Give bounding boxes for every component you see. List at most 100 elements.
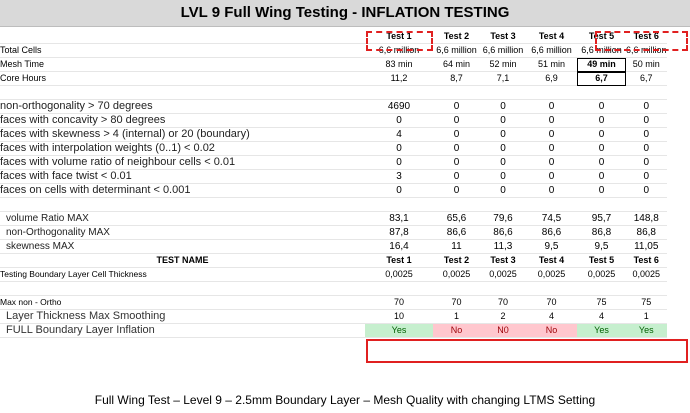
cell: 148,8 — [626, 211, 667, 226]
cell: 0 — [433, 127, 480, 142]
row-label: faces on cells with determinant < 0.001 — [0, 183, 365, 198]
test-header: Test 3 — [480, 30, 526, 44]
row-label: Mesh Time — [0, 57, 365, 72]
cell: 83 min — [365, 57, 433, 72]
cell: 0 — [577, 183, 626, 198]
cell: 4 — [577, 309, 626, 324]
highlight-smoothing-row — [366, 339, 688, 363]
cell: 75 — [626, 295, 667, 310]
cell: 70 — [433, 295, 480, 310]
cell: 0,0025 — [365, 267, 433, 282]
cell: 0 — [365, 113, 433, 128]
row-label: Core Hours — [0, 71, 365, 86]
test-header: Test 3 — [480, 253, 526, 268]
table-row: non-orthogonality > 70 degrees 4690 0 0 … — [0, 99, 667, 114]
test-header: Test 4 — [526, 253, 577, 268]
cell: 0 — [526, 113, 577, 128]
cell: 70 — [526, 295, 577, 310]
cell: 75 — [577, 295, 626, 310]
cell: 74,5 — [526, 211, 577, 226]
cell: 86,6 — [480, 225, 526, 240]
cell: 0,0025 — [480, 267, 526, 282]
cell: 0 — [626, 113, 667, 128]
cell: 4 — [365, 127, 433, 142]
cell: 0 — [365, 183, 433, 198]
spacer-row — [0, 85, 667, 100]
row-label: Layer Thickness Max Smoothing — [0, 309, 365, 324]
row-label: Max non - Ortho — [0, 295, 365, 310]
status-cell: Yes — [365, 323, 433, 338]
sheet-title: LVL 9 Full Wing Testing - INFLATION TEST… — [0, 0, 690, 27]
spacer-row — [0, 197, 667, 212]
cell: 50 min — [626, 57, 667, 72]
cell: 11,3 — [480, 239, 526, 254]
cell: 0 — [577, 169, 626, 184]
table-row: faces with skewness > 4 (internal) or 20… — [0, 127, 667, 142]
cell: 0 — [626, 155, 667, 170]
row-label: faces with interpolation weights (0..1) … — [0, 141, 365, 156]
cell: 64 min — [433, 57, 480, 72]
cell: 0,0025 — [526, 267, 577, 282]
cell: 95,7 — [577, 211, 626, 226]
cell: 2 — [480, 309, 526, 324]
cell: 0 — [526, 155, 577, 170]
table-row: Mesh Time 83 min 64 min 52 min 51 min 49… — [0, 57, 667, 72]
cell: 0 — [626, 127, 667, 142]
cell: 0 — [526, 127, 577, 142]
cell: 0 — [526, 169, 577, 184]
cell: 79,6 — [480, 211, 526, 226]
test-header: Test 5 — [577, 253, 626, 268]
cell: 0 — [433, 113, 480, 128]
cell-highlighted: 6,7 — [577, 71, 626, 86]
cell: 86,6 — [433, 225, 480, 240]
cell: 0 — [480, 169, 526, 184]
table-row: Layer Thickness Max Smoothing 10 1 2 4 4… — [0, 309, 667, 324]
cell: 11,2 — [365, 71, 433, 86]
cell: 4 — [526, 309, 577, 324]
status-cell: No — [433, 323, 480, 338]
cell: 6,6 million — [526, 43, 577, 58]
cell: 16,4 — [365, 239, 433, 254]
cell: 4690 — [365, 99, 433, 114]
cell: 0 — [480, 99, 526, 114]
test-header: Test 1 — [365, 253, 433, 268]
cell: 0 — [480, 141, 526, 156]
table-row: Max non - Ortho 70 70 70 70 75 75 — [0, 295, 667, 310]
status-cell: N0 — [480, 323, 526, 338]
cell: 0 — [526, 141, 577, 156]
cell: 3 — [365, 169, 433, 184]
row-label: FULL Boundary Layer Inflation — [0, 323, 365, 338]
test-header: Test 5 — [577, 30, 626, 44]
cell: 0 — [577, 141, 626, 156]
row-label: Testing Boundary Layer Cell Thickness — [0, 267, 365, 282]
test-header: Test 4 — [526, 30, 577, 44]
table-row: skewness MAX 16,4 11 11,3 9,5 9,5 11,05 — [0, 239, 667, 254]
cell: 11 — [433, 239, 480, 254]
spreadsheet: LVL 9 Full Wing Testing - INFLATION TEST… — [0, 0, 690, 363]
row-label: non-orthogonality > 70 degrees — [0, 99, 365, 114]
cell: 10 — [365, 309, 433, 324]
test-header: Test 2 — [433, 30, 480, 44]
highlight-test-1 — [366, 31, 433, 51]
cell: 0,0025 — [626, 267, 667, 282]
cell: 51 min — [526, 57, 577, 72]
status-cell: No — [526, 323, 577, 338]
test-header: Test 6 — [626, 30, 667, 44]
cell: 0,0025 — [577, 267, 626, 282]
cell: 0 — [480, 113, 526, 128]
cell: 86,6 — [526, 225, 577, 240]
cell: 70 — [480, 295, 526, 310]
table-row: faces with volume ratio of neighbour cel… — [0, 155, 667, 170]
cell: 6,9 — [526, 71, 577, 86]
status-cell: Yes — [626, 323, 667, 338]
cell: 0 — [577, 99, 626, 114]
cell: 0 — [577, 155, 626, 170]
table-row: FULL Boundary Layer Inflation Yes No N0 … — [0, 323, 667, 338]
results-table: Test 1 Test 2 Test 3 Test 4 Test 5 Test … — [0, 30, 667, 338]
test-header-row: Test 1 Test 2 Test 3 Test 4 Test 5 Test … — [0, 30, 667, 44]
cell: 0 — [365, 141, 433, 156]
cell: 70 — [365, 295, 433, 310]
test-name-label: TEST NAME — [0, 253, 365, 268]
cell: 8,7 — [433, 71, 480, 86]
cell: 65,6 — [433, 211, 480, 226]
